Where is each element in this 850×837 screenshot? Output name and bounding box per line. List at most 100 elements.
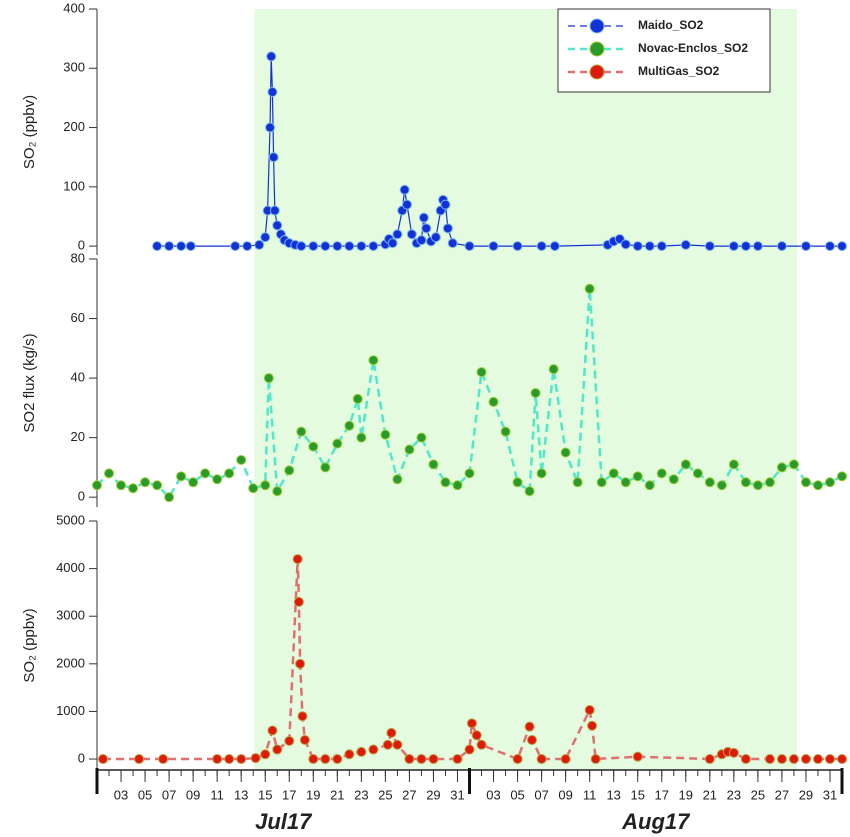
- data-point: [704, 477, 715, 488]
- x-tick-label: 23: [354, 787, 368, 802]
- data-point: [164, 492, 175, 503]
- data-point: [800, 754, 811, 765]
- data-point: [442, 223, 453, 234]
- data-point: [572, 477, 583, 488]
- data-point: [596, 477, 607, 488]
- x-tick-label: 19: [679, 787, 693, 802]
- data-point: [428, 754, 439, 765]
- data-point: [404, 754, 415, 765]
- data-point: [620, 477, 631, 488]
- data-point: [837, 471, 847, 482]
- data-point: [368, 744, 379, 755]
- data-point: [128, 483, 139, 494]
- x-tick-label: 29: [426, 787, 440, 802]
- data-point: [158, 754, 169, 765]
- y-tick-label: 2000: [56, 655, 85, 670]
- data-point: [265, 122, 276, 133]
- data-point: [476, 367, 487, 378]
- data-point: [464, 744, 475, 755]
- data-point: [392, 229, 403, 240]
- y-tick-label: 4000: [56, 560, 85, 575]
- data-point: [250, 753, 261, 764]
- legend-marker: [589, 18, 605, 34]
- x-tick-label: 21: [330, 787, 344, 802]
- legend-label: Novac-Enclos_SO2: [638, 41, 748, 55]
- data-point: [212, 474, 223, 485]
- data-point: [176, 471, 187, 482]
- data-point: [260, 232, 271, 243]
- data-point: [620, 239, 631, 250]
- x-tick-label: 07: [162, 787, 176, 802]
- data-point: [164, 241, 175, 252]
- legend-marker: [589, 41, 605, 57]
- x-tick-label: 11: [583, 787, 597, 802]
- data-point: [837, 754, 847, 765]
- data-point: [824, 241, 835, 252]
- data-point: [668, 474, 679, 485]
- x-tick-label: 31: [450, 787, 464, 802]
- data-point: [488, 396, 499, 407]
- data-point: [740, 477, 751, 488]
- data-point: [608, 468, 619, 479]
- x-tick-label: 27: [775, 787, 789, 802]
- data-point: [421, 223, 432, 234]
- data-point: [332, 754, 343, 765]
- data-point: [296, 241, 307, 252]
- data-point: [332, 241, 343, 252]
- data-point: [382, 739, 393, 750]
- data-point: [356, 432, 367, 443]
- y-axis-label: SO₂ (ppbv): [21, 608, 38, 682]
- data-point: [236, 454, 247, 465]
- data-point: [402, 199, 413, 210]
- data-point: [464, 468, 475, 479]
- data-point: [152, 480, 163, 491]
- data-point: [512, 477, 523, 488]
- x-tick-label: 15: [630, 787, 644, 802]
- data-point: [212, 754, 223, 765]
- x-tick-label: 03: [486, 787, 500, 802]
- y-tick-label: 60: [71, 310, 85, 325]
- data-point: [416, 432, 427, 443]
- data-point: [224, 754, 235, 765]
- x-tick-label: 07: [534, 787, 548, 802]
- y-tick-label: 1000: [56, 703, 85, 718]
- data-point: [800, 477, 811, 488]
- x-tick-label: 05: [510, 787, 524, 802]
- data-point: [524, 721, 535, 732]
- data-point: [272, 220, 283, 231]
- highlight-band: [254, 259, 797, 521]
- data-point: [488, 241, 499, 252]
- data-point: [368, 355, 379, 366]
- month-label: Jul17: [255, 809, 313, 834]
- data-point: [776, 462, 787, 473]
- data-point: [632, 241, 643, 252]
- y-tick-label: 300: [63, 60, 85, 75]
- data-point: [344, 241, 355, 252]
- y-tick-label: 3000: [56, 608, 85, 623]
- data-point: [356, 241, 367, 252]
- data-point: [728, 241, 739, 252]
- data-point: [308, 441, 319, 452]
- legend-marker: [589, 64, 605, 80]
- y-tick-label: 20: [71, 429, 85, 444]
- data-point: [224, 468, 235, 479]
- data-point: [549, 241, 560, 252]
- data-point: [524, 486, 535, 497]
- x-tick-label: 09: [558, 787, 572, 802]
- data-point: [266, 51, 277, 62]
- x-tick-label: 17: [655, 787, 669, 802]
- y-tick-label: 40: [71, 370, 85, 385]
- legend: Maido_SO2 Novac-Enclos_SO2 MultiGas_SO2: [557, 8, 771, 93]
- data-point: [656, 241, 667, 252]
- data-point: [263, 373, 274, 384]
- x-tick-label: 21: [703, 787, 717, 802]
- data-point: [466, 718, 477, 729]
- data-point: [644, 241, 655, 252]
- data-point: [185, 241, 196, 252]
- x-tick-label: 25: [751, 787, 765, 802]
- data-point: [296, 426, 307, 437]
- data-point: [269, 205, 280, 216]
- x-tick-label: 17: [282, 787, 296, 802]
- data-point: [536, 754, 547, 765]
